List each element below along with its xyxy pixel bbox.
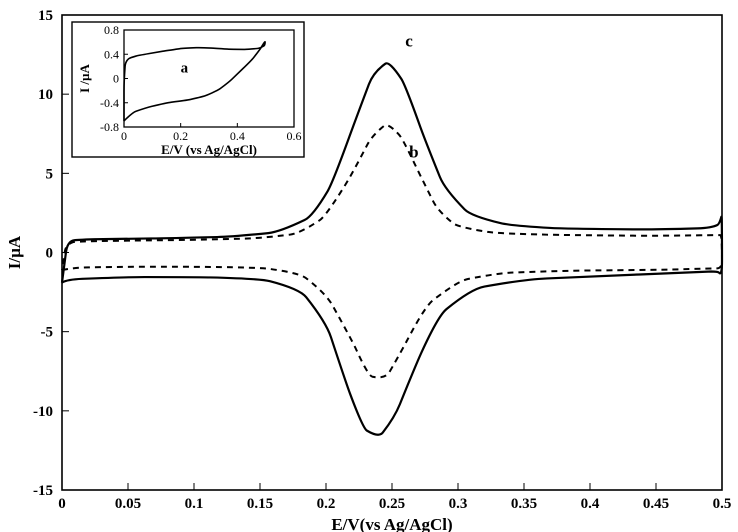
x-tick-label: 0.5 [713,496,732,512]
y-axis-label: I/µA [5,235,24,269]
annotation-c: c [405,32,413,51]
x-axis-label: E/V(vs Ag/AgCl) [331,515,452,532]
inset-y-tick-label: 0.4 [104,47,119,61]
inset-y-tick-label: 0 [113,72,119,86]
inset-y-tick-label: -0.8 [100,120,119,134]
x-tick-label: 0.15 [247,496,273,512]
inset-x-tick-label: 0.6 [287,129,302,143]
y-tick-label: -5 [41,325,54,341]
inset-y-tick-label: 0.8 [104,23,119,37]
inset-y-tick-label: -0.4 [100,96,119,110]
y-tick-label: -15 [33,483,53,499]
x-tick-label: 0.2 [317,496,336,512]
inset-x-tick-label: 0.4 [230,129,245,143]
x-tick-label: 0.1 [185,496,204,512]
y-tick-label: -10 [33,404,53,420]
y-tick-label: 0 [46,246,54,262]
inset-x-tick-label: 0.2 [173,129,188,143]
inset-x-tick-label: 0 [121,129,127,143]
annotation-b: b [409,143,418,162]
annotation-a: a [181,60,189,76]
y-tick-label: 10 [38,87,53,103]
x-tick-label: 0 [58,496,66,512]
y-tick-label: 15 [38,8,53,24]
x-tick-label: 0.05 [115,496,141,512]
x-tick-label: 0.25 [379,496,405,512]
inset-x-axis-label: E/V (vs Ag/AgCl) [161,142,257,157]
x-tick-label: 0.45 [643,496,669,512]
x-tick-label: 0.35 [511,496,537,512]
y-tick-label: 5 [46,166,54,182]
inset-y-axis-label: I /µA [77,63,92,92]
x-tick-label: 0.4 [581,496,600,512]
x-tick-label: 0.3 [449,496,468,512]
